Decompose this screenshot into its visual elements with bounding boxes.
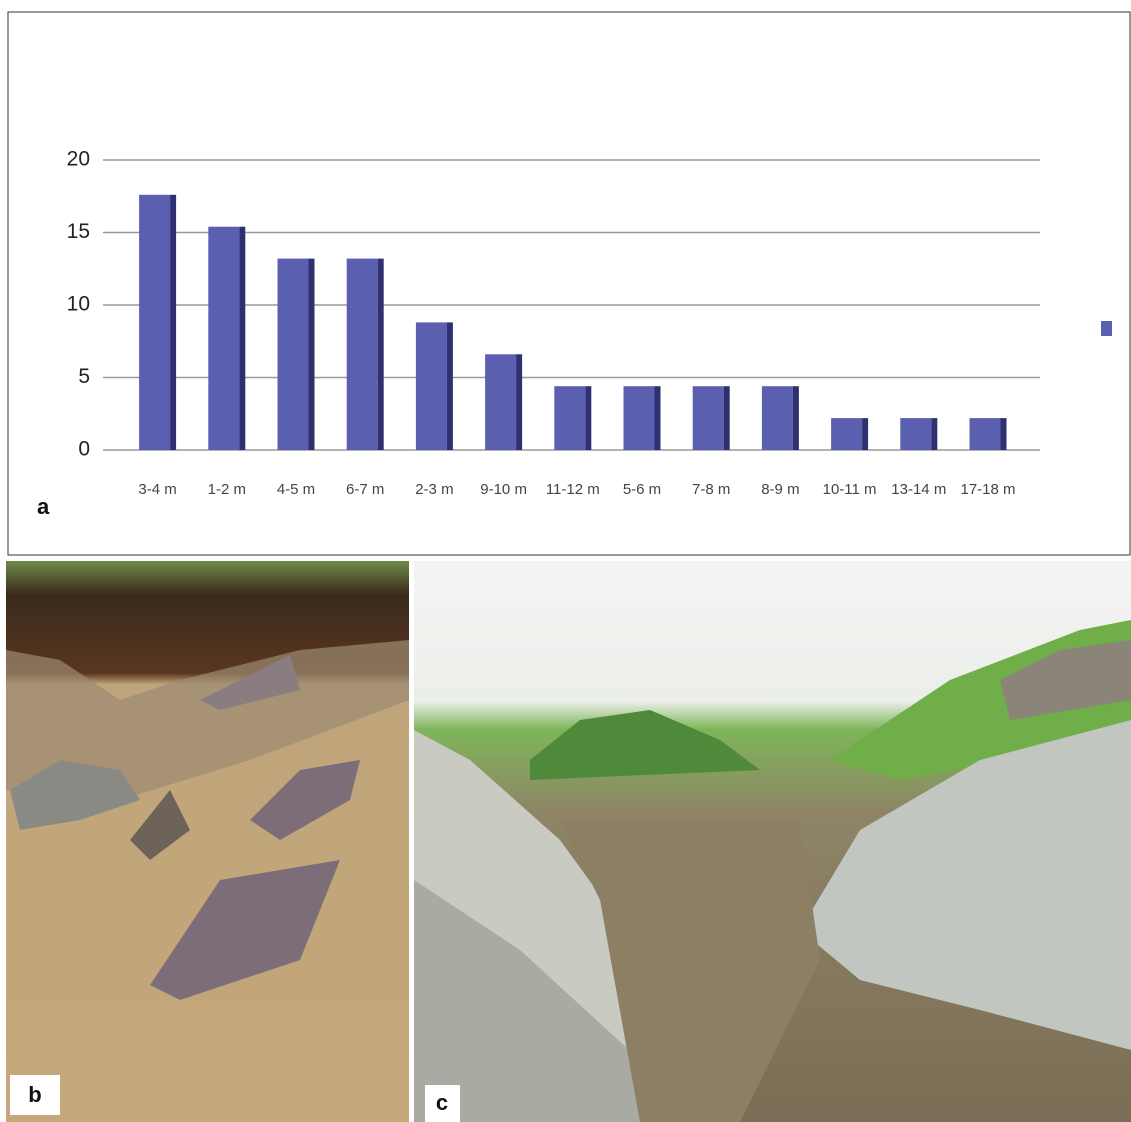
label-box	[10, 1075, 60, 1115]
bar	[208, 226, 246, 450]
panel-label: b	[28, 1082, 41, 1107]
x-tick-label: 7-8 m	[692, 481, 730, 498]
x-tick-label: 3-4 m	[138, 481, 176, 498]
bar	[623, 386, 661, 450]
x-tick-label: 6-7 m	[346, 481, 384, 498]
bar	[831, 418, 869, 450]
x-tick-label: 11-12 m	[546, 481, 600, 498]
bar	[900, 418, 938, 450]
bar	[692, 386, 730, 450]
bar	[346, 258, 384, 450]
y-tick-label: 10	[67, 293, 90, 316]
label-box	[425, 1085, 460, 1122]
photo-c	[414, 561, 1131, 1122]
x-tick-label: 4-5 m	[277, 481, 315, 498]
x-tick-label: 17-18 m	[960, 481, 1015, 498]
x-tick-label: 10-11 m	[823, 481, 877, 498]
bar	[554, 386, 592, 450]
photo-b	[6, 561, 409, 1122]
bar	[415, 322, 453, 450]
y-tick-label: 15	[67, 220, 90, 243]
x-tick-label: 1-2 m	[208, 481, 246, 498]
bar	[761, 386, 799, 450]
y-tick-label: 20	[67, 148, 90, 171]
plot-area: 0 5 10 15 20 3-4 m 1-2 m 4-5 m 6-7 m 2-3 m 9-10 m 1…	[67, 148, 1040, 498]
panel-label: c	[436, 1090, 448, 1115]
bar	[969, 418, 1007, 450]
x-tick-label: 2-3 m	[415, 481, 453, 498]
legend-swatch	[1101, 321, 1112, 336]
y-tick-label: 5	[78, 365, 90, 388]
y-tick-label: 0	[78, 438, 90, 461]
panel-label: a	[37, 494, 50, 519]
x-tick-label: 9-10 m	[480, 481, 527, 498]
bar	[277, 258, 315, 450]
x-tick-label: 8-9 m	[761, 481, 799, 498]
bar	[485, 354, 523, 450]
x-tick-label: 5-6 m	[623, 481, 661, 498]
x-tick-label: 13-14 m	[891, 481, 946, 498]
bar	[139, 194, 177, 450]
chart-frame	[7, 11, 1131, 556]
